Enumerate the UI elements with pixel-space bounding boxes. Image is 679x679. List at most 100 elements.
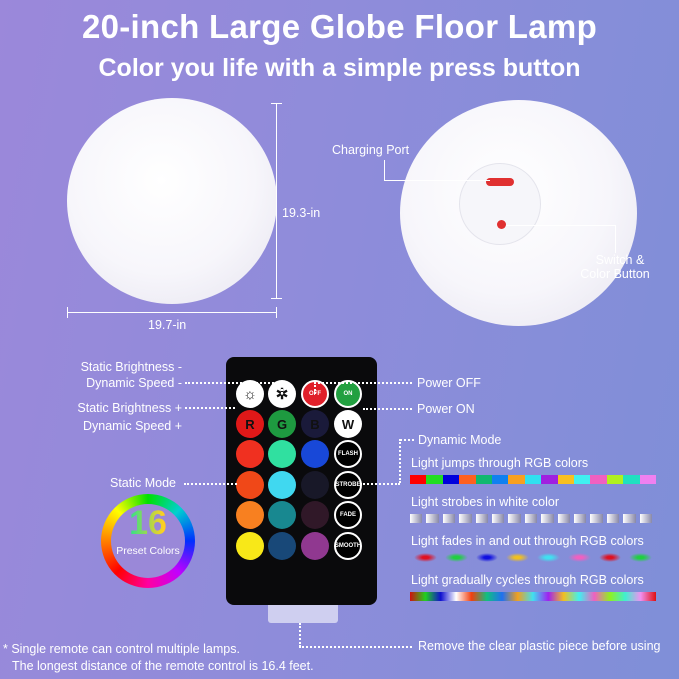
callout-line [615,225,616,253]
color-swatch [574,475,591,484]
color-button[interactable] [268,471,296,499]
color-button[interactable] [301,532,329,560]
power-off-label: Power OFF [417,376,481,390]
dotted-line [360,483,400,485]
globe-lamp-front-image [67,98,277,304]
fade-swatch [475,553,499,562]
mode-description: Light strobes in white color [411,495,559,509]
strobe-swatch [524,514,538,523]
strobe-swatch [410,514,423,523]
color-swatch [590,475,607,484]
fade-swatch [506,553,529,562]
color-swatch [541,475,558,484]
strobe-swatch [541,514,554,523]
height-label: 19.3-in [282,206,321,220]
plastic-pull-tab [268,605,338,623]
fade-mode-bar [410,553,656,562]
strobe-swatch [623,514,636,523]
smooth-button[interactable]: SMOOTH [334,532,362,560]
color-swatch [508,475,525,484]
color-button[interactable] [236,532,264,560]
static-mode-label: Static Mode [110,476,177,490]
dotted-line [314,382,412,384]
mode-description: Light gradually cycles through RGB color… [411,573,644,587]
color-button[interactable] [301,471,329,499]
callout-line [506,225,616,226]
color-button[interactable] [268,532,296,560]
color-swatch [557,475,575,484]
dotted-line [299,646,412,648]
fade-swatch [567,553,591,562]
color-button[interactable] [236,501,264,529]
fade-swatch [537,553,560,562]
preset-number: 16 [101,504,195,543]
strobe-swatch [557,514,571,523]
w-button[interactable]: W [334,410,362,438]
dynamic-mode-label: Dynamic Mode [418,433,502,447]
color-swatch [442,475,460,484]
charging-port-icon [486,178,514,186]
strobe-swatch [574,514,587,523]
color-swatch [623,475,640,484]
dotted-line [185,382,282,384]
color-swatch [524,475,542,484]
dotted-line [400,439,414,441]
page-subtitle: Color you life with a simple press butto… [98,54,581,82]
strobe-swatch [590,514,603,523]
page-title: 20-inch Large Globe Floor Lamp [81,8,598,45]
callout-line [384,180,490,181]
dotted-line [184,483,237,485]
brightness-down-button[interactable]: ☼ [236,380,264,408]
footer-note-2: The longest distance of the remote contr… [12,659,314,673]
color-swatch [459,475,476,484]
strobe-swatch [426,514,439,523]
jump-mode-bar [410,475,657,484]
strobe-button[interactable]: STROBE [334,471,362,499]
r-button[interactable]: R [236,410,264,438]
footer-note-1: * Single remote can control multiple lam… [3,642,240,656]
g-button[interactable]: G [268,410,296,438]
strobe-swatch [459,514,472,523]
strobe-mode-bar [410,514,656,523]
static-brightness-minus-label: Static Brightness - [80,360,182,374]
switch-label-line: Switch & [595,253,645,267]
static-brightness-plus-label: Static Brightness + [77,401,182,415]
color-swatch [426,475,443,484]
strobe-swatch [475,514,489,523]
switch-button-icon [497,220,506,229]
dimension-cap [271,103,282,104]
mode-description: Light fades in and out through RGB color… [411,534,644,548]
color-button[interactable] [301,440,329,468]
power-on-label: Power ON [417,402,475,416]
dotted-line [281,382,283,394]
color-swatch [639,475,657,484]
preset-label: Preset Colors [116,545,180,557]
strobe-swatch [442,514,456,523]
callout-line [384,160,385,181]
fade-swatch [629,553,652,562]
fade-button[interactable]: FADE [334,501,362,529]
color-wheel-inner [111,504,185,578]
remove-plastic-note: Remove the clear plastic piece before us… [418,639,661,653]
color-swatch [492,475,509,484]
dimension-cap [271,298,282,299]
color-button[interactable] [268,501,296,529]
dimension-cap [276,307,277,318]
switch-label: Switch & Color Button [580,253,651,281]
fade-swatch [444,553,468,562]
color-button[interactable] [236,440,264,468]
color-swatch [410,475,427,484]
dotted-line [399,439,401,483]
color-button[interactable] [301,501,329,529]
color-button[interactable] [268,440,296,468]
fade-swatch [598,553,622,562]
flash-button[interactable]: FLASH [334,440,362,468]
width-dimension-line [67,312,277,313]
width-label: 19.7-in [148,318,187,332]
color-button[interactable] [236,471,264,499]
charging-port-label: Charging Port [332,143,410,157]
power-button[interactable]: ON [334,380,362,408]
mode-description: Light jumps through RGB colors [411,456,589,470]
b-button[interactable]: B [301,410,329,438]
strobe-swatch [492,514,505,523]
